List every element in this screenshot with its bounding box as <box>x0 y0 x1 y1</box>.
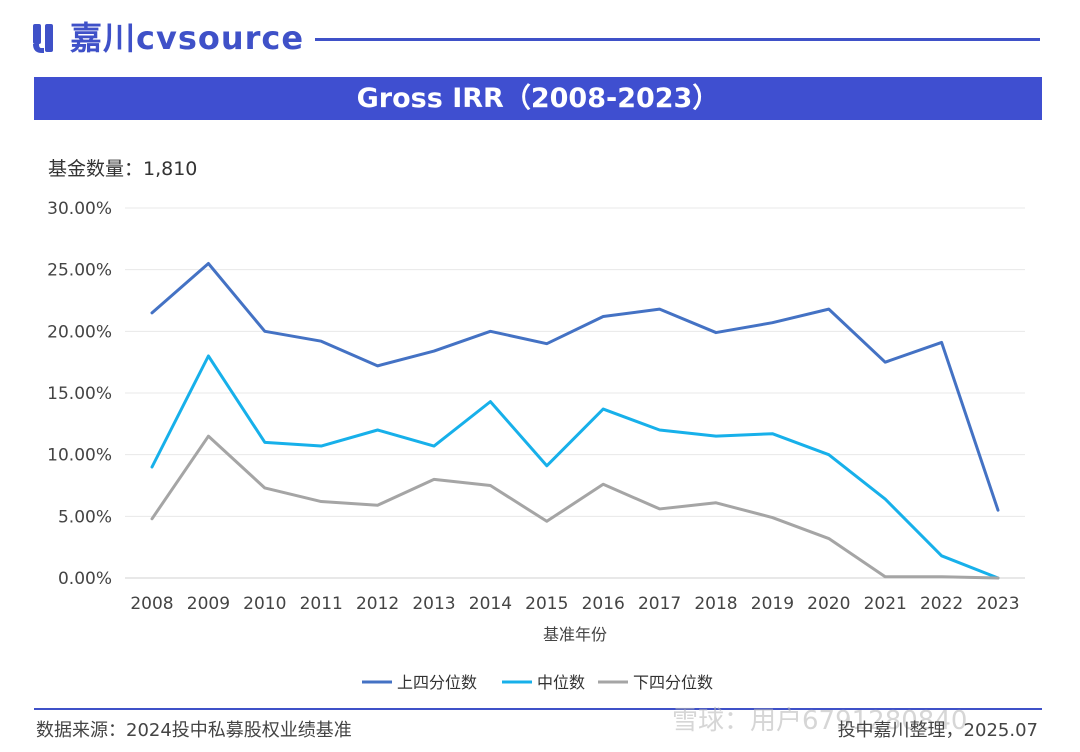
x-tick-label: 2020 <box>807 594 850 614</box>
x-tick-label: 2022 <box>920 594 963 614</box>
title-bar: Gross IRR（2008-2023） <box>34 77 1042 120</box>
x-tick-label: 2008 <box>130 594 173 614</box>
y-tick-label: 0.00% <box>58 569 112 589</box>
x-tick-label: 2012 <box>356 594 399 614</box>
y-tick-label: 25.00% <box>47 261 112 281</box>
series-line-1 <box>150 262 1000 512</box>
legend-label: 上四分位数 <box>397 673 477 692</box>
x-tick-label: 2016 <box>582 594 625 614</box>
x-tick-label: 2011 <box>300 594 343 614</box>
y-tick-label: 20.00% <box>47 322 112 342</box>
brand-logo-text: 嘉川cvsource <box>70 19 305 57</box>
y-tick-label: 30.00% <box>47 199 112 219</box>
x-axis-label: 基准年份 <box>543 625 607 644</box>
series-line-3 <box>150 434 1000 580</box>
x-tick-label: 2017 <box>638 594 681 614</box>
x-tick-label: 2009 <box>187 594 230 614</box>
x-tick-label: 2019 <box>751 594 794 614</box>
jiachuan-logo-icon <box>33 24 53 53</box>
legend-label: 中位数 <box>537 673 585 692</box>
footer-divider <box>34 708 1042 710</box>
header-divider <box>315 38 1040 41</box>
line-chart: 0.00% 5.00% 10.00% 15.00% 20.00% 25.00% 30.00%… <box>47 199 1025 692</box>
x-tick-label: 2018 <box>694 594 737 614</box>
x-tick-label: 2021 <box>864 594 907 614</box>
y-tick-label: 5.00% <box>58 507 112 527</box>
x-tick-label: 2010 <box>243 594 286 614</box>
credit-note: 投中嘉川整理，2025.07 <box>837 720 1038 741</box>
chart-title: Gross IRR（2008-2023） <box>356 83 720 114</box>
x-tick-label: 2015 <box>525 594 568 614</box>
data-source-note: 数据来源：2024投中私募股权业绩基准 <box>36 720 352 741</box>
x-tick-label: 2013 <box>412 594 455 614</box>
x-tick-label: 2014 <box>469 594 512 614</box>
series-line-2 <box>150 354 1000 580</box>
y-tick-label: 15.00% <box>47 384 112 404</box>
fund-count-label: 基金数量：1,810 <box>48 158 198 180</box>
legend-label: 下四分位数 <box>633 673 713 692</box>
y-tick-label: 10.00% <box>47 446 112 466</box>
watermark: 雪球：用户6791280840 <box>672 706 968 736</box>
header: 嘉川cvsource <box>30 18 1050 62</box>
x-tick-label: 2023 <box>976 594 1019 614</box>
